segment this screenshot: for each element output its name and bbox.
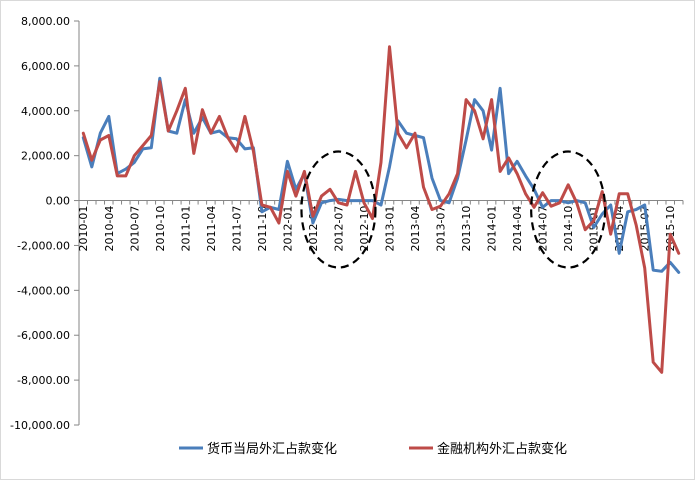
dashed-ellipse-annotation-1 [300, 150, 377, 269]
y-tick-label: -8,000.00 [17, 374, 70, 387]
series-line-2 [81, 45, 681, 374]
annotations [300, 150, 607, 269]
x-tick-label: 2013-04 [409, 206, 422, 252]
x-tick-label: 2010-07 [128, 206, 141, 252]
x-tick-label: 2010-10 [154, 206, 167, 252]
x-tick-label: 2014-04 [511, 206, 524, 252]
x-tick-label: 2014-10 [562, 206, 575, 252]
y-tick-label: 0.00 [46, 195, 71, 208]
series-line-1 [81, 76, 681, 274]
x-tick-label: 2012-01 [281, 206, 294, 252]
legend: 货币当局外汇占款变化 金融机构外汇占款变化 [179, 441, 567, 457]
y-tick-label: -2,000.00 [17, 239, 70, 252]
x-tick-label: 2010-01 [77, 206, 90, 252]
y-tick-label: 4,000.00 [21, 105, 70, 118]
y-tick-label: 2,000.00 [21, 150, 70, 163]
x-tick-label: 2014-07 [537, 206, 550, 252]
x-tick-label: 2014-01 [486, 206, 499, 252]
dashed-ellipse-annotation-2 [530, 150, 607, 269]
y-tick-label: -4,000.00 [17, 284, 70, 297]
x-tick-label: 2012-07 [332, 206, 345, 252]
legend-label-1: 货币当局外汇占款变化 [207, 441, 337, 457]
y-tick-label: -10,000.00 [10, 419, 70, 432]
legend-label-2: 金融机构外汇占款变化 [437, 441, 567, 457]
x-tick-label: 2012-10 [358, 206, 371, 252]
x-tick-label: 2013-07 [435, 206, 448, 252]
x-tick-label: 2011-04 [205, 206, 218, 252]
y-tick-label: -6,000.00 [17, 329, 70, 342]
x-tick-label: 2013-01 [384, 206, 397, 252]
y-tick-label: 8,000.00 [21, 15, 70, 28]
x-tick-label: 2010-04 [103, 206, 116, 252]
series-lines [81, 45, 681, 374]
x-tick-label: 2011-10 [256, 206, 269, 252]
x-tick-label: 2011-01 [179, 206, 192, 252]
x-tick-label: 2013-10 [460, 206, 473, 252]
x-tick-label: 2011-07 [230, 206, 243, 252]
x-axis: 2010-01 2010-04 2010-07 2010-10 2011-01 2011-… [77, 200, 684, 252]
y-axis: 8,000.00 6,000.00 4,000.00 2,000.00 0.00 -2,0… [10, 15, 80, 432]
y-tick-label: 6,000.00 [21, 60, 70, 73]
